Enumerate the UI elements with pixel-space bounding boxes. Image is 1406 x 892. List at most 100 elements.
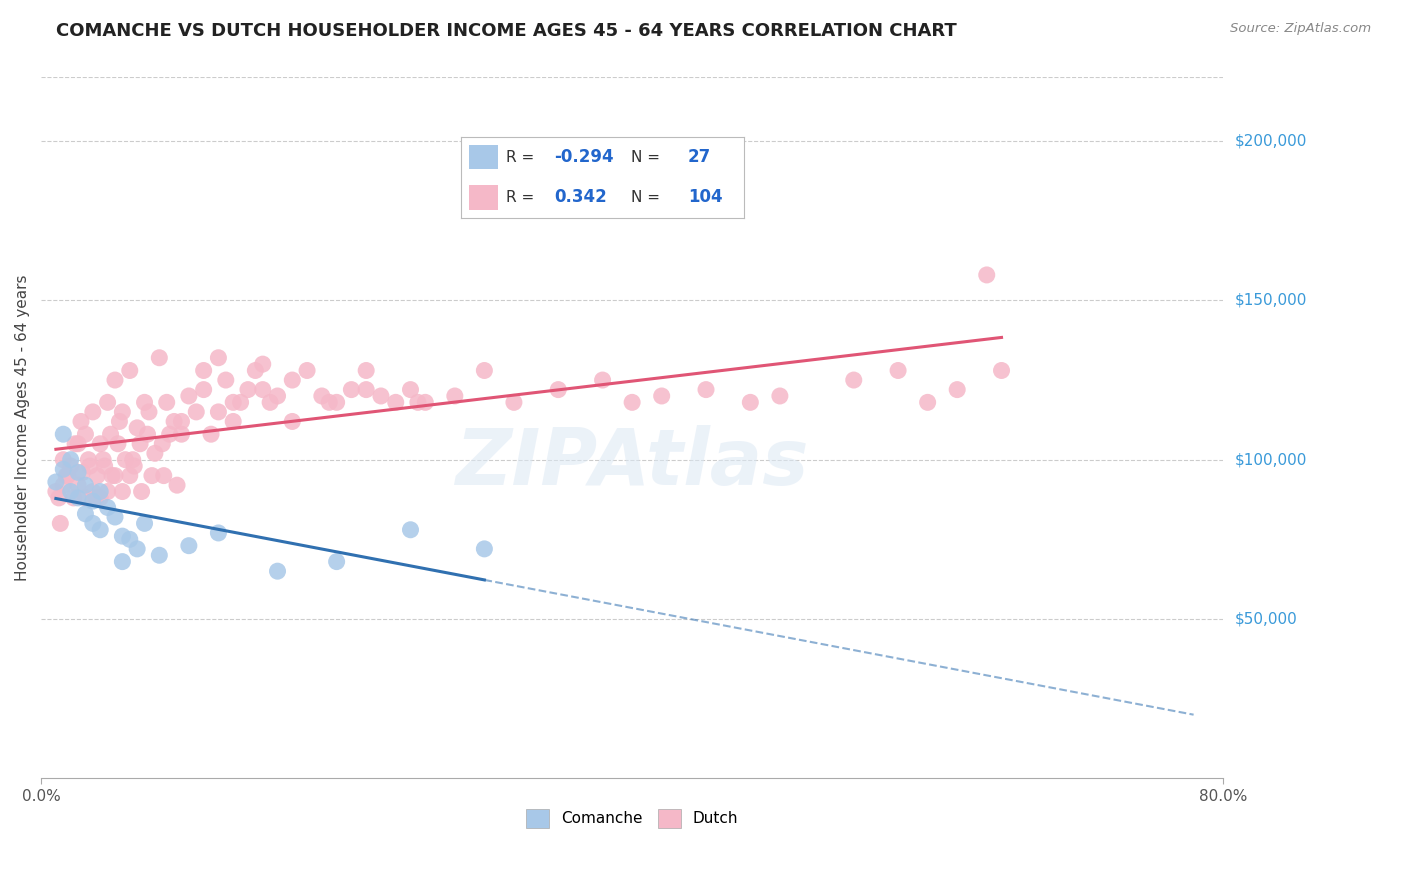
Point <box>229 395 252 409</box>
Point <box>159 427 181 442</box>
Point <box>917 395 939 409</box>
Point <box>89 436 111 450</box>
Point <box>67 466 90 480</box>
Point <box>56 468 79 483</box>
Point <box>67 436 90 450</box>
Point <box>406 395 429 409</box>
Point <box>62 491 84 505</box>
Point <box>111 405 134 419</box>
Point <box>259 395 281 409</box>
Point <box>503 395 526 409</box>
Point <box>97 484 120 499</box>
Point <box>311 389 333 403</box>
Point <box>45 475 67 489</box>
Point <box>295 363 318 377</box>
Point <box>104 373 127 387</box>
Point <box>89 484 111 499</box>
Y-axis label: Householder Income Ages 45 - 64 years: Householder Income Ages 45 - 64 years <box>15 275 30 581</box>
Point <box>118 363 141 377</box>
Point <box>325 555 347 569</box>
Point <box>77 452 100 467</box>
Point <box>86 468 108 483</box>
Point <box>59 458 82 473</box>
Point <box>200 427 222 442</box>
Point <box>215 373 238 387</box>
Point <box>399 523 422 537</box>
Point <box>222 414 245 428</box>
Point <box>474 541 496 556</box>
Point <box>101 468 124 483</box>
Point <box>281 373 304 387</box>
Point <box>769 389 792 403</box>
Point <box>104 468 127 483</box>
Point <box>740 395 762 409</box>
Point <box>52 427 75 442</box>
Text: Source: ZipAtlas.com: Source: ZipAtlas.com <box>1230 22 1371 36</box>
Point <box>252 383 274 397</box>
Point <box>207 351 229 365</box>
Point <box>129 436 152 450</box>
Point <box>97 395 120 409</box>
Point <box>118 533 141 547</box>
Point <box>170 427 193 442</box>
Point <box>621 395 644 409</box>
Point <box>990 363 1012 377</box>
Point <box>75 491 97 505</box>
Point <box>111 529 134 543</box>
Point <box>70 414 93 428</box>
Point <box>63 436 86 450</box>
Point <box>108 414 131 428</box>
Point <box>842 373 865 387</box>
Point <box>91 452 114 467</box>
Point <box>75 478 97 492</box>
Point <box>82 516 104 531</box>
Point <box>325 395 347 409</box>
Point <box>82 494 104 508</box>
Point <box>67 478 90 492</box>
Point <box>193 383 215 397</box>
Text: $200,000: $200,000 <box>1234 134 1306 149</box>
Point <box>177 389 200 403</box>
Text: $100,000: $100,000 <box>1234 452 1306 467</box>
Point <box>118 468 141 483</box>
Point <box>207 405 229 419</box>
Point <box>114 452 136 467</box>
Point <box>45 484 67 499</box>
Point <box>143 446 166 460</box>
Legend: Comanche, Dutch: Comanche, Dutch <box>520 803 745 834</box>
Point <box>166 478 188 492</box>
Point <box>100 427 122 442</box>
Text: $50,000: $50,000 <box>1234 611 1296 626</box>
Point <box>84 491 107 505</box>
Point <box>443 389 465 403</box>
Point <box>89 491 111 505</box>
Point <box>207 525 229 540</box>
Point <box>384 395 406 409</box>
Point <box>82 484 104 499</box>
Point <box>370 389 392 403</box>
Point <box>136 427 159 442</box>
Point <box>75 507 97 521</box>
Point <box>93 458 115 473</box>
Point <box>127 421 149 435</box>
Point <box>193 363 215 377</box>
Point <box>547 383 569 397</box>
Point <box>52 452 75 467</box>
Point <box>354 383 377 397</box>
Point <box>148 548 170 562</box>
Point <box>354 363 377 377</box>
Point <box>134 516 156 531</box>
Point <box>127 541 149 556</box>
Point <box>79 458 101 473</box>
Point <box>148 351 170 365</box>
Point <box>887 363 910 377</box>
Point <box>946 383 969 397</box>
Point <box>138 405 160 419</box>
Point <box>72 466 94 480</box>
Point <box>170 414 193 428</box>
Point <box>59 452 82 467</box>
Point <box>67 491 90 505</box>
Point <box>75 427 97 442</box>
Point <box>59 484 82 499</box>
Point <box>318 395 340 409</box>
